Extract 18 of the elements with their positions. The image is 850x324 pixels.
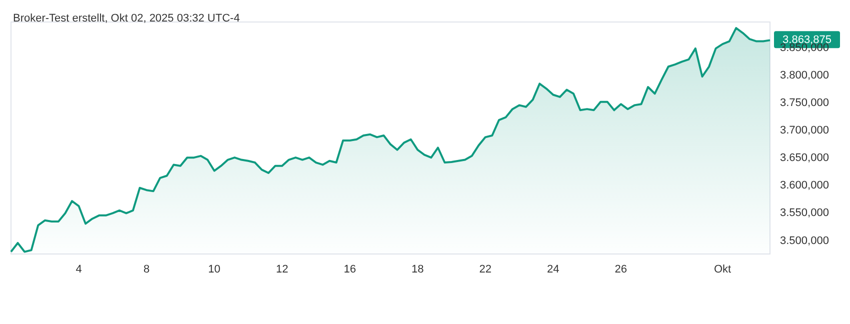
y-tick-label: 3.550,000 [780, 207, 829, 220]
x-tick-label: 18 [411, 264, 424, 276]
chart-title: Broker-Test erstellt, Okt 02, 2025 03:32 UTC-4 [13, 12, 240, 24]
x-tick-label: Okt [714, 264, 732, 276]
x-tick-label: 26 [614, 264, 628, 276]
y-tick-label: 3.800,000 [780, 69, 829, 82]
x-tick-label: 12 [276, 264, 288, 276]
y-tick-label: 3.650,000 [780, 152, 829, 164]
x-tick-label: 24 [547, 264, 560, 276]
y-tick-label: 3.700,000 [780, 124, 829, 137]
y-tick-label: 3.750,000 [780, 97, 829, 110]
y-tick-label: 3.600,000 [780, 180, 829, 192]
x-tick-label: 4 [76, 264, 82, 276]
x-tick-label: 10 [208, 264, 220, 276]
x-tick-label: 8 [143, 264, 150, 276]
x-tick-label: 22 [479, 264, 492, 276]
y-tick-label: 3.500,000 [780, 234, 829, 247]
x-tick-label: 16 [344, 264, 356, 276]
